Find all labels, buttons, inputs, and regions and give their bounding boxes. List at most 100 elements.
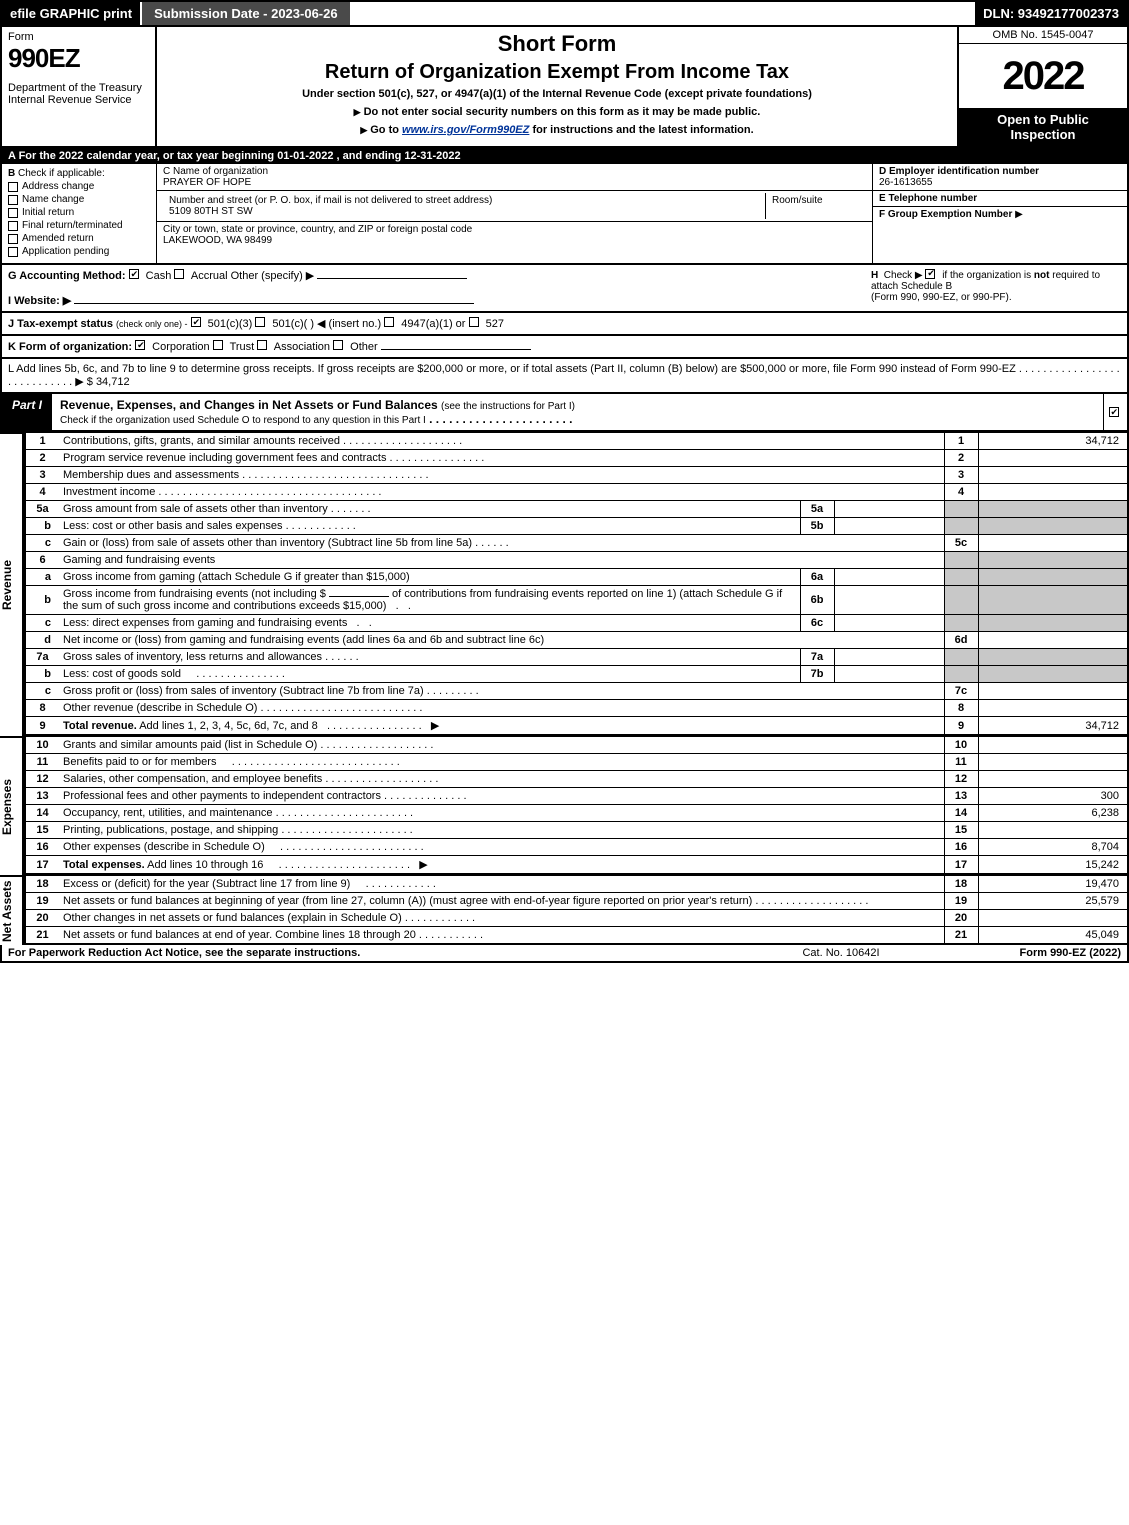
under-section-text: Under section 501(c), 527, or 4947(a)(1)… — [167, 88, 947, 100]
row-d-ein: D Employer identification number 26-1613… — [873, 164, 1127, 191]
row-h-schedule-b: H Check ▶ if the organization is not req… — [861, 269, 1121, 307]
label-name-change: Name change — [22, 194, 84, 205]
row-l-gross-receipts: L Add lines 5b, 6c, and 7b to line 9 to … — [0, 359, 1129, 394]
row-i-website: I Website: ▶ — [8, 294, 861, 307]
website-input[interactable] — [74, 303, 474, 304]
efile-print-label: efile GRAPHIC print — [2, 2, 140, 25]
omb-number: OMB No. 1545-0047 — [959, 27, 1127, 44]
header-left-col: Form 990EZ Department of the Treasury In… — [2, 27, 157, 146]
line-13: 13Professional fees and other payments t… — [25, 788, 1128, 805]
label-address-change: Address change — [22, 181, 94, 192]
irs-label: Internal Revenue Service — [8, 94, 149, 106]
org-name-row: C Name of organization PRAYER OF HOPE — [157, 164, 872, 191]
line-7a: 7aGross sales of inventory, less returns… — [25, 649, 1128, 666]
line-9: 9Total revenue. Total revenue. Add lines… — [25, 717, 1128, 736]
checkbox-cash[interactable] — [129, 269, 139, 279]
irs-url-link[interactable]: www.irs.gov/Form990EZ — [402, 124, 529, 136]
line-8: 8Other revenue (describe in Schedule O) … — [25, 700, 1128, 717]
checkbox-part-i-schedule-o[interactable] — [1109, 407, 1119, 417]
form-number: 990EZ — [8, 43, 149, 74]
line-5b: bLess: cost or other basis and sales exp… — [25, 518, 1128, 535]
checkbox-application-pending[interactable] — [8, 247, 18, 257]
checkbox-other-org[interactable] — [333, 340, 343, 350]
topbar-spacer — [350, 2, 976, 25]
checkbox-association[interactable] — [257, 340, 267, 350]
row-a-tax-year: A For the 2022 calendar year, or tax yea… — [0, 148, 1129, 164]
revenue-table: 1Contributions, gifts, grants, and simil… — [24, 432, 1129, 736]
label-final-return: Final return/terminated — [22, 220, 123, 231]
checkbox-address-change[interactable] — [8, 182, 18, 192]
form-footer-id: Form 990-EZ (2022) — [941, 947, 1121, 959]
header-center-col: Short Form Return of Organization Exempt… — [157, 27, 957, 146]
other-org-input[interactable] — [381, 349, 531, 350]
checkbox-schedule-b-not-required[interactable] — [925, 269, 935, 279]
line-11: 11Benefits paid to or for members . . . … — [25, 754, 1128, 771]
line-6d: dNet income or (loss) from gaming and fu… — [25, 632, 1128, 649]
line-5c: cGain or (loss) from sale of assets othe… — [25, 535, 1128, 552]
open-public-inspection: Open to Public Inspection — [959, 108, 1127, 146]
gross-receipts-value: ▶ $ 34,712 — [75, 376, 129, 388]
short-form-title: Short Form — [167, 31, 947, 57]
checkbox-accrual[interactable] — [174, 269, 184, 279]
expenses-table: 10Grants and similar amounts paid (list … — [24, 736, 1129, 875]
form-word: Form — [8, 31, 149, 43]
street-row: Number and street (or P. O. box, if mail… — [157, 191, 872, 222]
line-12: 12Salaries, other compensation, and empl… — [25, 771, 1128, 788]
checkbox-initial-return[interactable] — [8, 208, 18, 218]
netassets-vertical-label: Net Assets — [0, 875, 24, 945]
line-17: 17Total expenses. Add lines 10 through 1… — [25, 856, 1128, 875]
return-title: Return of Organization Exempt From Incom… — [167, 61, 947, 84]
checkbox-501c[interactable] — [255, 317, 265, 327]
line-7c: cGross profit or (loss) from sales of in… — [25, 683, 1128, 700]
column-def: D Employer identification number 26-1613… — [872, 164, 1127, 263]
org-name-value: PRAYER OF HOPE — [163, 177, 251, 188]
top-bar: efile GRAPHIC print Submission Date - 20… — [0, 0, 1129, 27]
paperwork-notice: For Paperwork Reduction Act Notice, see … — [8, 947, 741, 959]
checkbox-final-return[interactable] — [8, 221, 18, 231]
city-row: City or town, state or province, country… — [157, 222, 872, 248]
checkbox-527[interactable] — [469, 317, 479, 327]
line-5a: 5aGross amount from sale of assets other… — [25, 501, 1128, 518]
line-6b: bGross income from fundraising events (n… — [25, 586, 1128, 615]
part-i-tab: Part I — [2, 394, 52, 430]
line-18: 18Excess or (deficit) for the year (Subt… — [25, 876, 1128, 893]
goto-instructions: Go to www.irs.gov/Form990EZ for instruct… — [167, 124, 947, 136]
part-i-header: Part I Revenue, Expenses, and Changes in… — [0, 394, 1129, 432]
other-method-input[interactable] — [317, 278, 467, 279]
col-b-label: B — [8, 168, 15, 179]
expenses-vertical-label: Expenses — [0, 736, 24, 875]
checkbox-trust[interactable] — [213, 340, 223, 350]
line-6: 6Gaming and fundraising events — [25, 552, 1128, 569]
catalog-number: Cat. No. 10642I — [741, 947, 941, 959]
checkbox-corporation[interactable] — [135, 340, 145, 350]
part-i-title: Revenue, Expenses, and Changes in Net As… — [52, 394, 1103, 430]
line-20: 20Other changes in net assets or fund ba… — [25, 910, 1128, 927]
section-b-through-f: B Check if applicable: Address change Na… — [0, 164, 1129, 265]
column-c-org-info: C Name of organization PRAYER OF HOPE Nu… — [157, 164, 872, 263]
row-j-tax-exempt-status: J Tax-exempt status (check only one) - 5… — [0, 313, 1129, 336]
line-1: 1Contributions, gifts, grants, and simil… — [25, 433, 1128, 450]
label-amended-return: Amended return — [22, 233, 94, 244]
netassets-table: 18Excess or (deficit) for the year (Subt… — [24, 875, 1129, 945]
room-suite-label: Room/suite — [766, 193, 866, 219]
city-value: LAKEWOOD, WA 98499 — [163, 235, 272, 246]
checkbox-name-change[interactable] — [8, 195, 18, 205]
checkbox-501c3[interactable] — [191, 317, 201, 327]
line-3: 3Membership dues and assessments . . . .… — [25, 467, 1128, 484]
row-e-phone: E Telephone number — [873, 191, 1127, 207]
submission-date: Submission Date - 2023-06-26 — [140, 2, 350, 25]
line-14: 14Occupancy, rent, utilities, and mainte… — [25, 805, 1128, 822]
ein-value: 26-1613655 — [879, 177, 932, 188]
label-application-pending: Application pending — [22, 246, 109, 257]
dept-treasury: Department of the Treasury — [8, 82, 149, 94]
line-21: 21Net assets or fund balances at end of … — [25, 927, 1128, 945]
checkbox-amended-return[interactable] — [8, 234, 18, 244]
revenue-vertical-label: Revenue — [0, 432, 24, 736]
tax-year: 2022 — [959, 44, 1127, 108]
expenses-section: Expenses 10Grants and similar amounts pa… — [0, 736, 1129, 875]
page-footer: For Paperwork Reduction Act Notice, see … — [0, 945, 1129, 963]
line-6c: cLess: direct expenses from gaming and f… — [25, 615, 1128, 632]
label-initial-return: Initial return — [22, 207, 74, 218]
line-16: 16Other expenses (describe in Schedule O… — [25, 839, 1128, 856]
checkbox-4947a1[interactable] — [384, 317, 394, 327]
